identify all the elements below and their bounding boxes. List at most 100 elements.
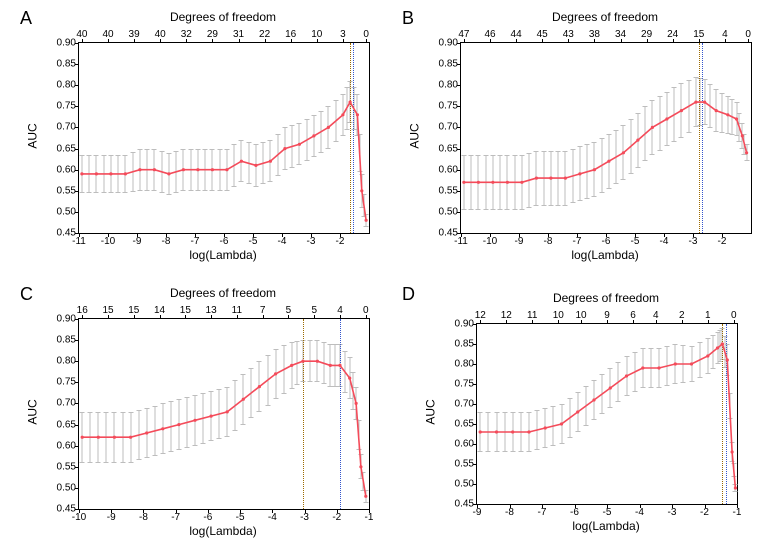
top-tick-label: 5: [276, 305, 300, 316]
x-tick-label: -9: [125, 236, 149, 247]
top-tick-label: 13: [199, 305, 223, 316]
top-tick-label: 24: [661, 29, 685, 40]
y-tick-label: 0.85: [444, 339, 474, 350]
auc-line: [79, 319, 369, 509]
plot-b: 0.450.500.550.600.650.700.750.800.850.90…: [460, 42, 752, 234]
top-tick-label: 11: [225, 305, 249, 316]
x-tick-label: -5: [228, 512, 252, 523]
panel-label-b: B: [402, 8, 414, 29]
y-tick-label: 0.60: [46, 440, 76, 451]
x-axis-title: log(Lambda): [78, 524, 368, 538]
top-tick-label: 38: [582, 29, 606, 40]
top-axis-title: Degrees of freedom: [78, 286, 368, 300]
y-tick-label: 0.50: [428, 206, 458, 217]
y-tick-label: 0.55: [46, 461, 76, 472]
y-axis-title: AUC: [408, 123, 422, 148]
top-tick-label: 40: [96, 29, 120, 40]
x-tick-label: -1: [357, 512, 381, 523]
x-tick-label: -10: [478, 236, 502, 247]
top-tick-label: 2: [670, 310, 694, 321]
x-tick-label: -6: [563, 507, 587, 518]
x-tick-label: -11: [67, 236, 91, 247]
top-tick-label: 15: [122, 305, 146, 316]
top-tick-label: 4: [644, 310, 668, 321]
x-tick-label: -2: [328, 236, 352, 247]
top-tick-label: 12: [494, 310, 518, 321]
y-tick-label: 0.75: [444, 379, 474, 390]
top-tick-label: 46: [478, 29, 502, 40]
top-tick-label: 22: [253, 29, 277, 40]
plot-a: 0.450.500.550.600.650.700.750.800.850.90…: [78, 42, 370, 234]
y-axis-title: AUC: [26, 399, 40, 424]
top-tick-label: 12: [468, 310, 492, 321]
y-tick-label: 0.50: [444, 479, 474, 490]
y-tick-label: 0.60: [428, 164, 458, 175]
top-tick-label: 15: [96, 305, 120, 316]
x-tick-label: -8: [131, 512, 155, 523]
x-tick-label: -1: [725, 507, 749, 518]
top-tick-label: 5: [302, 305, 326, 316]
x-tick-label: -9: [99, 512, 123, 523]
top-tick-label: 0: [354, 29, 378, 40]
y-tick-label: 0.55: [444, 459, 474, 470]
plot-c: 0.450.500.550.600.650.700.750.800.850.90…: [78, 318, 370, 510]
y-tick-label: 0.80: [428, 80, 458, 91]
x-tick-label: -7: [565, 236, 589, 247]
x-tick-label: -6: [212, 236, 236, 247]
y-tick-label: 0.85: [428, 59, 458, 70]
x-tick-label: -6: [594, 236, 618, 247]
x-tick-label: -8: [498, 507, 522, 518]
top-tick-label: 9: [595, 310, 619, 321]
top-tick-label: 4: [328, 305, 352, 316]
x-tick-label: -5: [595, 507, 619, 518]
x-axis-title: log(Lambda): [460, 248, 750, 262]
top-tick-label: 10: [305, 29, 329, 40]
x-tick-label: -3: [681, 236, 705, 247]
top-tick-label: 11: [520, 310, 544, 321]
y-tick-label: 0.70: [428, 122, 458, 133]
y-tick-label: 0.80: [444, 359, 474, 370]
top-tick-label: 3: [331, 29, 355, 40]
y-tick-label: 0.70: [444, 399, 474, 410]
top-tick-label: 34: [609, 29, 633, 40]
y-tick-label: 0.70: [46, 122, 76, 133]
top-tick-label: 10: [546, 310, 570, 321]
x-tick-label: -8: [536, 236, 560, 247]
x-tick-label: -2: [693, 507, 717, 518]
y-tick-label: 0.65: [46, 143, 76, 154]
top-tick-label: 15: [173, 305, 197, 316]
y-tick-label: 0.65: [428, 143, 458, 154]
x-tick-label: -4: [628, 507, 652, 518]
y-axis-title: AUC: [424, 399, 438, 424]
x-tick-label: -4: [652, 236, 676, 247]
top-tick-label: 15: [687, 29, 711, 40]
y-tick-label: 0.65: [46, 419, 76, 430]
top-tick-label: 1: [696, 310, 720, 321]
top-tick-label: 39: [122, 29, 146, 40]
x-tick-label: -2: [710, 236, 734, 247]
x-tick-label: -7: [530, 507, 554, 518]
x-tick-label: -7: [183, 236, 207, 247]
x-tick-label: -3: [299, 236, 323, 247]
x-tick-label: -6: [196, 512, 220, 523]
x-tick-label: -8: [154, 236, 178, 247]
y-tick-label: 0.85: [46, 59, 76, 70]
top-axis-title: Degrees of freedom: [78, 10, 368, 24]
y-tick-label: 0.75: [46, 377, 76, 388]
x-tick-label: -5: [623, 236, 647, 247]
x-tick-label: -9: [507, 236, 531, 247]
x-tick-label: -11: [449, 236, 473, 247]
x-tick-label: -2: [325, 512, 349, 523]
y-tick-label: 0.65: [444, 419, 474, 430]
top-tick-label: 14: [148, 305, 172, 316]
auc-line: [477, 324, 737, 504]
y-tick-label: 0.70: [46, 398, 76, 409]
panel-label-c: C: [20, 284, 33, 305]
y-tick-label: 0.75: [428, 101, 458, 112]
top-tick-label: 4: [713, 29, 737, 40]
x-tick-label: -10: [96, 236, 120, 247]
top-tick-label: 32: [174, 29, 198, 40]
top-tick-label: 43: [556, 29, 580, 40]
top-tick-label: 16: [279, 29, 303, 40]
y-tick-label: 0.60: [46, 164, 76, 175]
